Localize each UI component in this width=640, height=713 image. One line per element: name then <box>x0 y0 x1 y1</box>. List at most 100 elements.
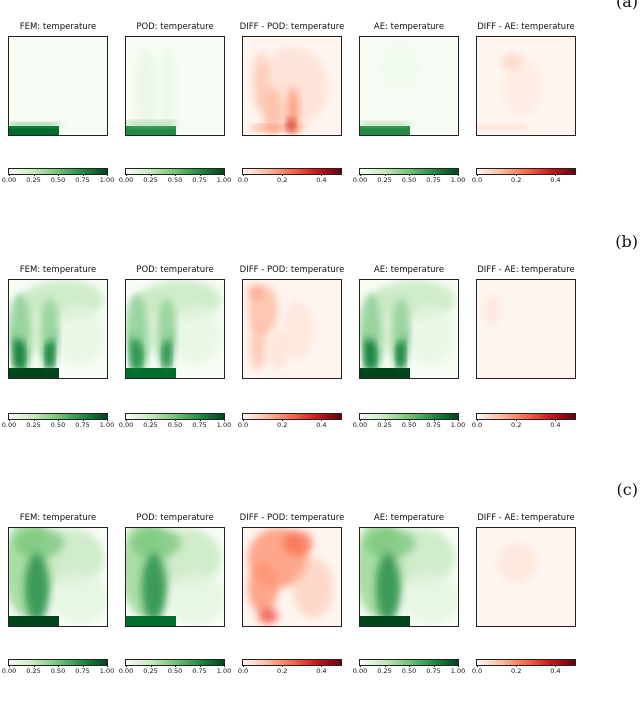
colorbar-tick-mark <box>243 174 244 176</box>
colorbar <box>476 168 576 175</box>
colorbar-tick-label: 0.4 <box>550 176 561 184</box>
field-region <box>126 126 176 135</box>
field-image <box>360 280 458 378</box>
field-region <box>9 126 59 135</box>
figure-row-a: FEM: temperature 0.00 0.25 0.50 0.75 1.00 PO… <box>0 22 640 222</box>
field-region <box>131 340 141 368</box>
colorbar-tick-mark <box>82 419 84 421</box>
colorbar-tick-label: 0.00 <box>118 667 134 675</box>
colorbar-tick-label: 0.2 <box>511 667 522 675</box>
field-blob <box>250 320 266 370</box>
panel-title: DIFF - POD: temperature <box>239 265 345 275</box>
temperature-field <box>8 527 108 627</box>
colorbar-tick-mark <box>224 419 225 421</box>
colorbar-tick-label: 0.00 <box>352 421 368 429</box>
panel-title: DIFF - AE: temperature <box>477 22 575 32</box>
panel-title: FEM: temperature <box>19 22 97 32</box>
colorbar-tick-label: 0.2 <box>277 667 288 675</box>
field-blob <box>502 57 542 117</box>
colorbar-tick-mark <box>175 419 176 421</box>
field-blob <box>54 305 104 365</box>
colorbar-tick-mark <box>175 665 176 667</box>
panel-title: AE: temperature <box>373 513 445 523</box>
colorbar-tick-label: 0.00 <box>118 421 134 429</box>
panel-title: DIFF - AE: temperature <box>477 265 575 275</box>
colorbar-tick-mark <box>243 665 244 667</box>
colorbar-tick-label: 0.25 <box>377 421 392 429</box>
colorbar-tick-mark <box>150 419 152 421</box>
row-label-b: (b) <box>615 232 638 251</box>
colorbar-tick-mark <box>360 174 361 176</box>
colorbar-tick-label: 1.00 <box>99 421 115 429</box>
field-image <box>243 280 341 378</box>
panel-title: FEM: temperature <box>19 513 97 523</box>
colorbar-tick-label: 0.50 <box>401 176 417 184</box>
colorbar-tick-label: 0.25 <box>143 421 158 429</box>
colorbar-tick-label: 0.0 <box>471 176 483 184</box>
colorbar-tick-mark <box>58 174 59 176</box>
difference-field <box>476 279 576 379</box>
field-blob <box>49 573 107 623</box>
colorbar-tick-mark <box>321 665 323 667</box>
field-blob <box>283 300 313 360</box>
colorbar-tick-mark <box>82 174 84 176</box>
colorbar-tick-mark <box>107 665 108 667</box>
colorbar-tick-label: 0.4 <box>550 667 561 675</box>
field-blob <box>25 553 49 623</box>
colorbar-tick-mark <box>555 174 557 176</box>
colorbar-tick-label: 0.50 <box>50 421 66 429</box>
field-image <box>126 280 224 378</box>
colorbar-tick-mark <box>58 419 59 421</box>
colorbar-tick-label: 0.75 <box>426 421 441 429</box>
colorbar-tick-label: 0.50 <box>167 176 183 184</box>
colorbar-tick-label: 0.75 <box>75 667 90 675</box>
field-blob <box>365 528 415 558</box>
field-blob <box>248 563 278 613</box>
field-blob <box>405 305 455 365</box>
colorbar-tick-label: 0.75 <box>192 421 207 429</box>
field-region <box>360 616 410 626</box>
colorbar-tick-mark <box>150 665 152 667</box>
field-blob <box>360 290 410 350</box>
colorbar-tick-mark <box>409 419 410 421</box>
colorbar-tick-label: 1.00 <box>216 667 232 675</box>
colorbar-tick-label: 0.2 <box>277 421 288 429</box>
colorbar-tick-label: 1.00 <box>450 421 466 429</box>
colorbar-tick-mark <box>58 665 59 667</box>
colorbar-tick-mark <box>126 665 127 667</box>
field-image <box>9 280 107 378</box>
colorbar-tick-label: 0.50 <box>167 421 183 429</box>
colorbar-tick-mark <box>33 174 35 176</box>
field-region <box>46 342 54 368</box>
field-image <box>360 528 458 626</box>
field-blob <box>171 305 221 365</box>
colorbar-tick-mark <box>409 174 410 176</box>
colorbar-tick-mark <box>516 174 518 176</box>
colorbar-tick-label: 1.00 <box>450 667 466 675</box>
difference-field <box>476 36 576 136</box>
colorbar-tick-mark <box>199 419 201 421</box>
figure-row-c: FEM: temperature 0.00 0.25 0.50 0.75 1.00 PO… <box>0 513 640 713</box>
colorbar-tick-mark <box>243 419 244 421</box>
colorbar-tick-label: 1.00 <box>216 421 232 429</box>
colorbar-tick-mark <box>126 419 127 421</box>
colorbar-tick-label: 0.75 <box>192 176 207 184</box>
colorbar-tick-mark <box>458 419 459 421</box>
colorbar-tick-mark <box>321 419 323 421</box>
colorbar-tick-mark <box>555 665 557 667</box>
colorbar-tick-mark <box>458 665 459 667</box>
field-image <box>126 528 224 626</box>
colorbar-tick-label: 0.25 <box>143 176 158 184</box>
temperature-field <box>125 279 225 379</box>
colorbar-tick-label: 0.00 <box>118 176 134 184</box>
row-label-c: (c) <box>616 480 638 499</box>
colorbar-tick-mark <box>409 665 410 667</box>
field-blob <box>263 87 283 135</box>
colorbar <box>242 168 342 175</box>
colorbar-tick-mark <box>107 174 108 176</box>
colorbar-tick-label: 0.75 <box>426 667 441 675</box>
colorbar-tick-label: 0.25 <box>377 176 392 184</box>
colorbar-tick-mark <box>9 665 10 667</box>
colorbar-tick-label: 0.2 <box>511 176 522 184</box>
temperature-field <box>359 36 459 136</box>
